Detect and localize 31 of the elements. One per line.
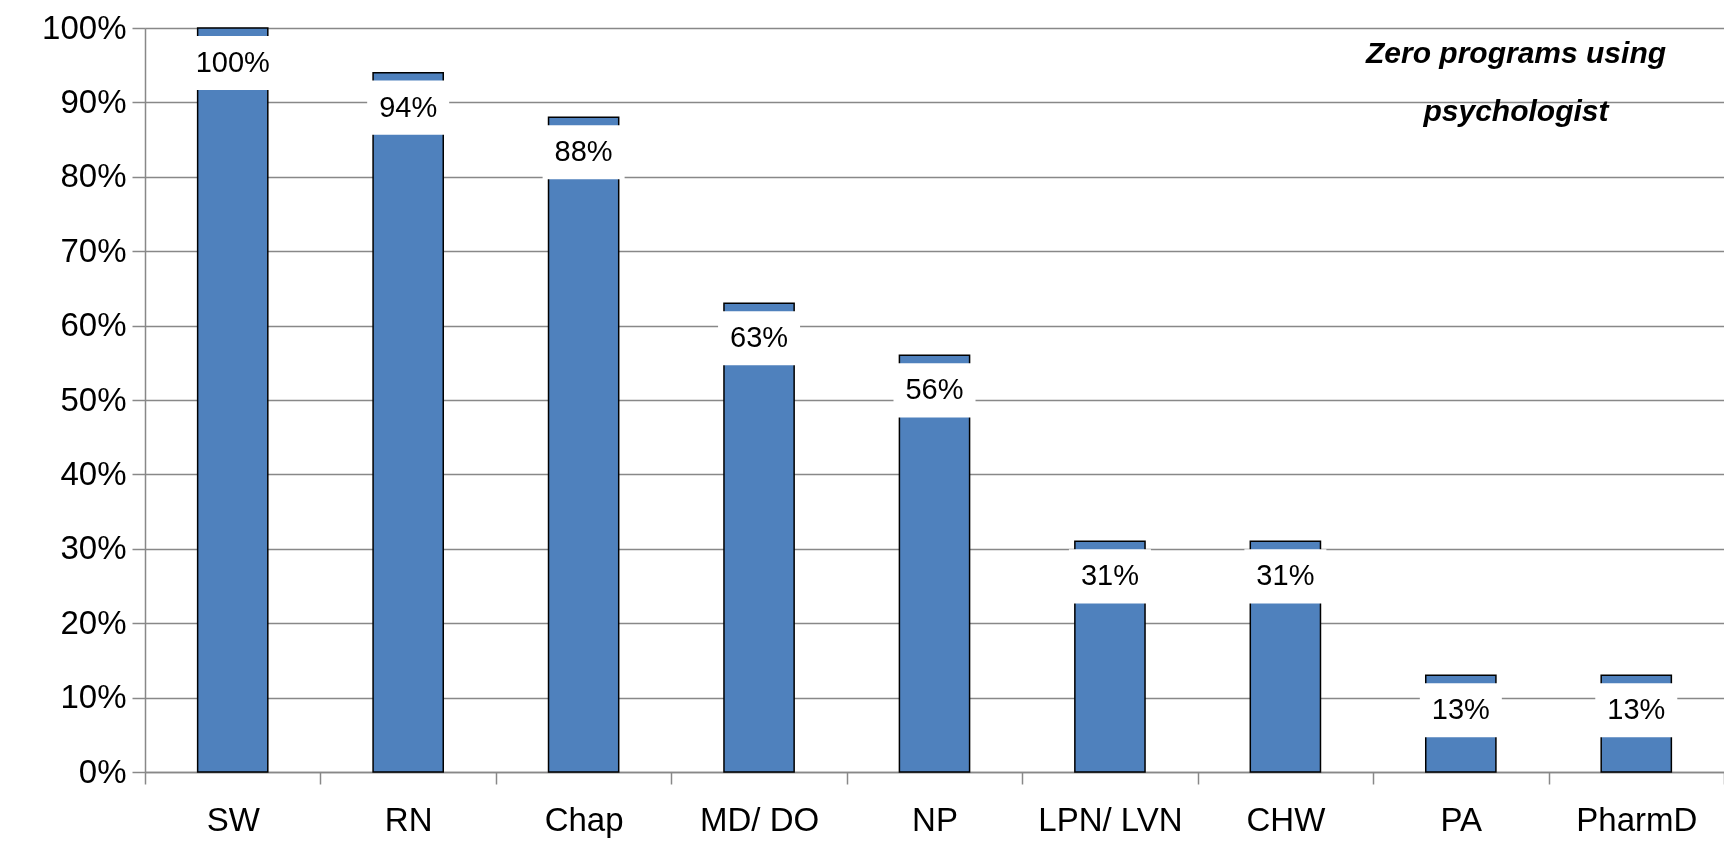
y-tick-label: 60% [60, 306, 127, 344]
x-tick-label: PharmD [1576, 800, 1698, 838]
x-tick-label: Chap [544, 800, 624, 838]
y-tick-label: 50% [60, 380, 127, 418]
y-tick-label: 70% [60, 231, 127, 269]
data-label: 100% [195, 46, 270, 78]
x-tick-label: MD/ DO [699, 800, 820, 838]
y-tick-label: 0% [78, 752, 127, 790]
y-tick-label: 20% [60, 603, 127, 641]
y-tick-label: 100% [42, 8, 127, 46]
data-label: 88% [554, 135, 613, 168]
data-label: 63% [730, 321, 789, 354]
y-tick-label: 40% [60, 454, 127, 492]
y-tick-label: 30% [60, 529, 127, 567]
y-tick-label: 10% [60, 678, 127, 716]
y-tick-label: 90% [60, 82, 127, 120]
bar [196, 27, 269, 773]
annotation: Zero programs using psychologist [1364, 36, 1667, 127]
x-tick-label: LPN/ LVN [1038, 800, 1183, 838]
y-tick-label: 80% [60, 157, 127, 195]
x-tick-label: RN [384, 800, 433, 838]
x-tick-label: CHW [1246, 800, 1327, 838]
data-label: 31% [1256, 559, 1315, 592]
data-label: 31% [1080, 559, 1139, 592]
data-label: 13% [1607, 693, 1666, 726]
x-tick-label: SW [206, 800, 261, 838]
data-label: 13% [1431, 693, 1490, 726]
x-tick-label: PA [1440, 800, 1483, 838]
x-tick-label: NP [912, 800, 958, 838]
data-label: 56% [905, 373, 964, 406]
data-label: 94% [379, 90, 438, 123]
